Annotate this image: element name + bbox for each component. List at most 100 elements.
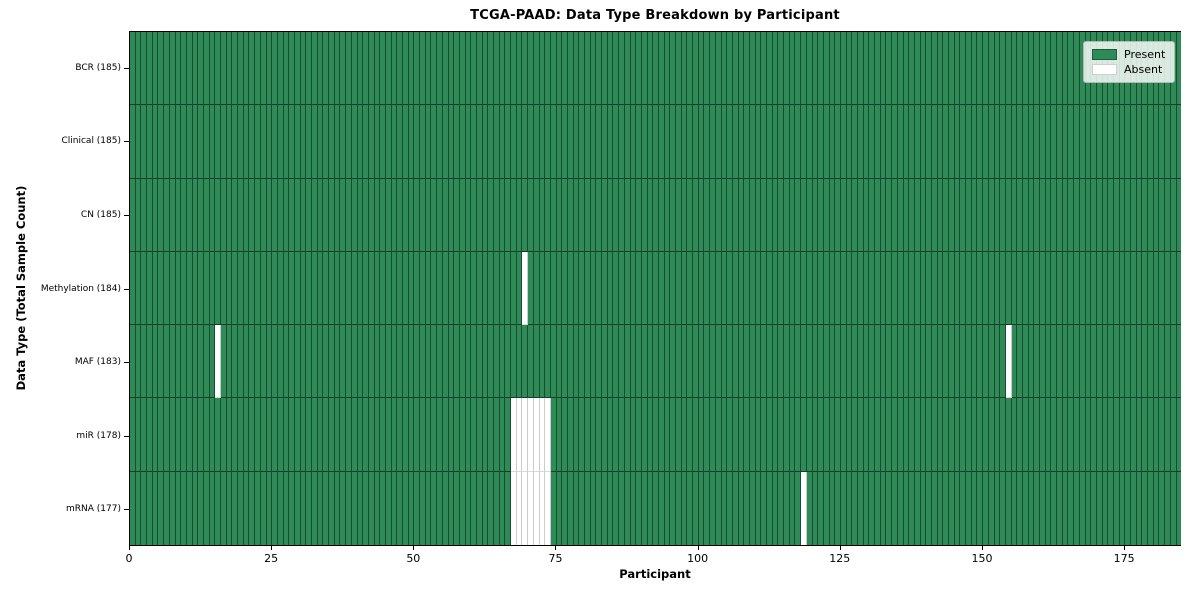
- matrix-cell: [744, 32, 750, 106]
- matrix-cell: [715, 325, 722, 399]
- matrix-cell: [835, 251, 841, 326]
- matrix-cell: [1040, 178, 1046, 252]
- matrix-cell: [260, 178, 267, 252]
- matrix-cell: [1159, 251, 1166, 326]
- matrix-cell: [903, 471, 910, 545]
- matrix-cell: [243, 251, 250, 326]
- matrix-cell: [852, 398, 858, 472]
- matrix-cell: [636, 398, 642, 472]
- matrix-cell: [585, 471, 591, 545]
- matrix-cell: [909, 251, 915, 326]
- matrix-cell: [1119, 398, 1126, 472]
- matrix-cell: [1096, 325, 1103, 399]
- matrix-cell: [829, 178, 836, 252]
- matrix-cell: [966, 251, 972, 326]
- matrix-cell: [516, 398, 523, 472]
- matrix-cell: [567, 398, 574, 472]
- matrix-cell: [511, 325, 517, 399]
- matrix-cell: [266, 325, 273, 399]
- matrix-cell: [283, 398, 290, 472]
- matrix-cell: [482, 251, 489, 326]
- matrix-cell: [164, 325, 170, 399]
- matrix-cell: [494, 398, 500, 472]
- matrix-cell: [300, 105, 307, 179]
- matrix-cell: [573, 471, 580, 545]
- matrix-cell: [158, 471, 165, 545]
- matrix-cell: [158, 178, 165, 252]
- matrix-cell: [892, 398, 898, 472]
- matrix-cell: [926, 105, 932, 179]
- x-axis-label: Participant: [619, 567, 691, 581]
- matrix-cell: [249, 32, 256, 106]
- matrix-cell: [846, 178, 853, 252]
- matrix-cell: [829, 398, 836, 472]
- matrix-cell: [169, 105, 176, 179]
- matrix-cell: [892, 178, 898, 252]
- matrix-cell: [619, 471, 625, 545]
- matrix-cell: [664, 398, 671, 472]
- matrix-cell: [363, 471, 369, 545]
- matrix-cell: [772, 325, 779, 399]
- matrix-cell: [152, 105, 159, 179]
- matrix-cell: [209, 251, 216, 326]
- matrix-cell: [602, 325, 608, 399]
- matrix-cell: [823, 178, 830, 252]
- matrix-cell: [818, 398, 824, 472]
- matrix-cell: [300, 471, 307, 545]
- matrix-cell: [1034, 325, 1040, 399]
- matrix-cell: [573, 398, 580, 472]
- matrix-cell: [186, 178, 193, 252]
- matrix-cell: [795, 325, 802, 399]
- matrix-cell: [283, 105, 290, 179]
- matrix-cell: [914, 105, 921, 179]
- matrix-cell: [562, 325, 568, 399]
- matrix-cell: [1102, 105, 1109, 179]
- matrix-cell: [778, 325, 785, 399]
- matrix-cell: [499, 178, 506, 252]
- matrix-cell: [1125, 251, 1131, 326]
- matrix-cell: [226, 32, 233, 106]
- matrix-cell: [1170, 251, 1177, 326]
- matrix-cell: [1091, 178, 1097, 252]
- matrix-cell: [727, 398, 733, 472]
- matrix-cell: [550, 251, 557, 326]
- matrix-cell: [562, 471, 568, 545]
- matrix-cell: [886, 325, 893, 399]
- matrix-cell: [397, 471, 403, 545]
- matrix-cell: [522, 105, 529, 179]
- matrix-cell: [403, 325, 409, 399]
- matrix-cell: [698, 32, 705, 106]
- matrix-cell: [727, 251, 733, 326]
- matrix-cell: [647, 398, 654, 472]
- matrix-cell: [1153, 325, 1160, 399]
- matrix-cell: [693, 178, 699, 252]
- matrix-cell: [937, 178, 944, 252]
- matrix-cell: [1170, 471, 1177, 545]
- matrix-cell: [1074, 251, 1080, 326]
- matrix-cell: [1000, 32, 1006, 106]
- matrix-cell: [744, 178, 750, 252]
- matrix-cell: [579, 178, 585, 252]
- y-tick-mark: [124, 509, 129, 511]
- matrix-cell: [431, 398, 438, 472]
- matrix-cell: [403, 471, 409, 545]
- matrix-cell: [994, 471, 1001, 545]
- matrix-cell: [749, 471, 756, 545]
- matrix-cell: [499, 325, 506, 399]
- matrix-cell: [1165, 251, 1171, 326]
- matrix-cell: [562, 105, 568, 179]
- matrix-cell: [556, 325, 563, 399]
- matrix-cell: [681, 325, 688, 399]
- matrix-cell: [1068, 398, 1075, 472]
- matrix-cell: [624, 251, 631, 326]
- matrix-cell: [533, 398, 540, 472]
- matrix-cell: [687, 251, 694, 326]
- matrix-cell: [1057, 105, 1063, 179]
- matrix-cell: [829, 471, 836, 545]
- matrix-cell: [795, 105, 802, 179]
- matrix-cell: [562, 32, 568, 106]
- matrix-cell: [198, 178, 204, 252]
- matrix-cell: [283, 325, 290, 399]
- y-tick-label: Clinical (185): [61, 136, 121, 147]
- matrix-cell: [704, 105, 711, 179]
